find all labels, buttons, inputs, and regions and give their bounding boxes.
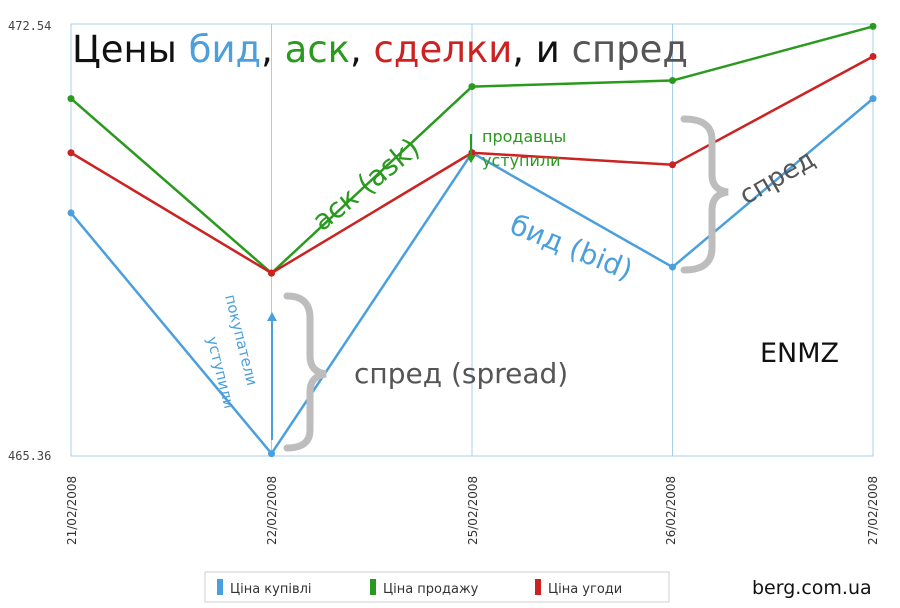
point-sell-4 bbox=[869, 22, 877, 30]
x-tick-25-02: 25/02/2008 bbox=[466, 476, 480, 545]
sellers-label-line1: продавцы bbox=[482, 127, 566, 146]
point-deal-4 bbox=[869, 52, 877, 60]
bid-label: бид (bid) bbox=[505, 208, 637, 287]
legend-label-buy: Ціна купівлі bbox=[230, 582, 312, 597]
title-part-3: аск bbox=[285, 28, 350, 71]
point-buy-4 bbox=[869, 95, 877, 103]
spread-brace-right bbox=[680, 115, 729, 274]
x-tick-26-02: 26/02/2008 bbox=[664, 476, 678, 545]
legend-label-sell: Ціна продажу bbox=[383, 582, 479, 597]
point-deal-0 bbox=[67, 149, 75, 157]
point-sell-3 bbox=[669, 77, 676, 85]
point-sell-0 bbox=[67, 95, 75, 103]
title-part-1: бид bbox=[189, 28, 261, 71]
x-tick-22-02: 22/02/2008 bbox=[265, 476, 279, 545]
ask-label: аск (ask) bbox=[306, 131, 426, 237]
ticker-label: ENMZ bbox=[760, 338, 839, 369]
y-tick-max: 472.54 bbox=[8, 19, 51, 33]
spread-brace-left bbox=[283, 292, 327, 452]
sellers-label-line2: уступили bbox=[482, 151, 561, 170]
title-part-2: , bbox=[261, 28, 285, 71]
x-tick-27-02: 27/02/2008 bbox=[866, 476, 880, 545]
y-tick-min: 465.36 bbox=[8, 449, 51, 463]
title-part-0: Цены bbox=[72, 28, 189, 71]
legend-swatch-buy bbox=[217, 579, 223, 595]
point-buy-1 bbox=[268, 450, 275, 458]
spread-label-en: спред (spread) bbox=[354, 357, 568, 390]
point-buy-0 bbox=[67, 209, 75, 217]
title-part-4: , bbox=[350, 28, 374, 71]
legend-box bbox=[204, 571, 670, 603]
source-label: berg.com.ua bbox=[752, 577, 872, 599]
chart-title: Цены бид, аск, сделки, и спред bbox=[72, 28, 688, 71]
point-buy-3 bbox=[669, 263, 676, 271]
buyers-arrow-head-icon bbox=[267, 312, 277, 321]
legend: Ціна купівлі Ціна продажу Ціна угоди bbox=[204, 571, 670, 603]
spread-label-ru: спред bbox=[735, 144, 821, 211]
title-part-5: сделки bbox=[374, 28, 513, 71]
point-sell-2 bbox=[468, 83, 476, 91]
sellers-arrow-head-icon bbox=[466, 155, 476, 163]
title-part-6: , и bbox=[512, 28, 571, 71]
legend-swatch-deal bbox=[535, 579, 541, 595]
legend-swatch-sell bbox=[370, 579, 376, 595]
point-deal-1 bbox=[268, 269, 275, 277]
buyers-label-line2: уступили bbox=[203, 335, 238, 411]
point-deal-3 bbox=[669, 161, 676, 169]
x-tick-21-02: 21/02/2008 bbox=[65, 476, 79, 545]
legend-label-deal: Ціна угоди bbox=[548, 582, 622, 597]
title-part-7: спред bbox=[572, 28, 688, 71]
